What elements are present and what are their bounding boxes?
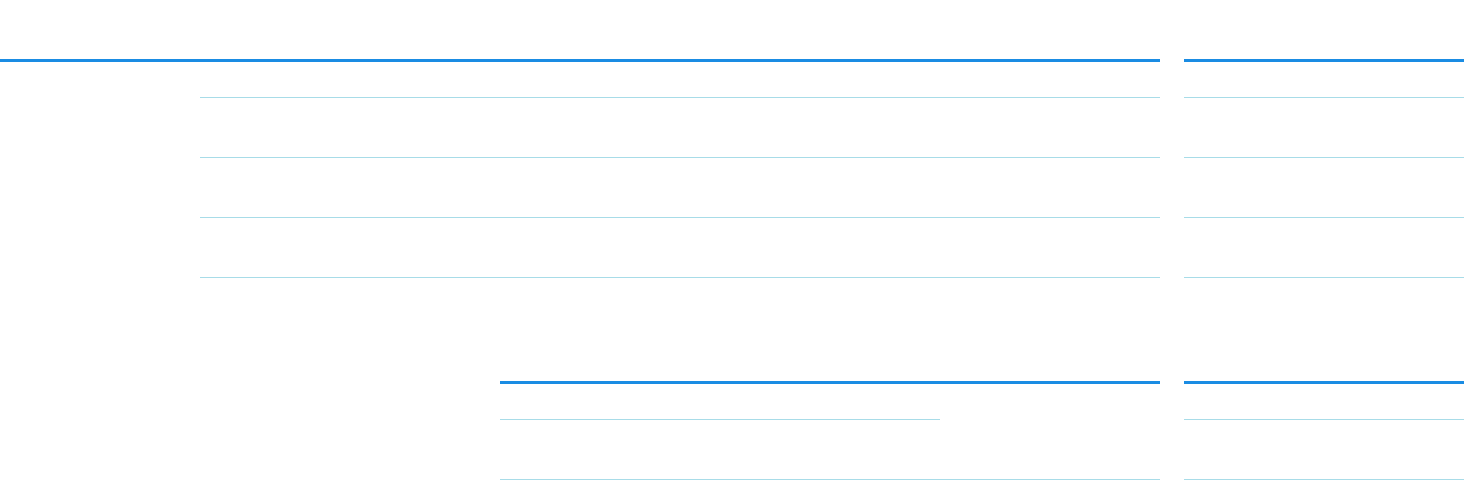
upper-side-table-row-divider — [1184, 97, 1464, 98]
lower-section — [0, 370, 1464, 494]
upper-side-table-row-divider — [1184, 277, 1464, 278]
upper-main-table-row-divider — [200, 217, 1160, 218]
upper-main-table-row-divider — [200, 157, 1160, 158]
lower-side-table-header-rule — [1184, 381, 1464, 384]
upper-side-table-header-rule — [1184, 59, 1464, 62]
lower-side-table-row-divider — [1184, 419, 1464, 420]
upper-side-table-row-divider — [1184, 157, 1464, 158]
lower-main-table-header-rule — [500, 381, 1160, 384]
upper-section — [0, 59, 1464, 278]
upper-main-table-row-divider — [200, 97, 1160, 98]
upper-main-table-row-divider — [200, 277, 1160, 278]
lower-main-table-row-divider — [500, 479, 1160, 480]
upper-side-table-row-divider — [1184, 217, 1464, 218]
lower-main-table-row-divider — [500, 419, 940, 420]
lower-side-table-row-divider — [1184, 479, 1464, 480]
upper-main-table-header-rule — [0, 59, 1160, 62]
